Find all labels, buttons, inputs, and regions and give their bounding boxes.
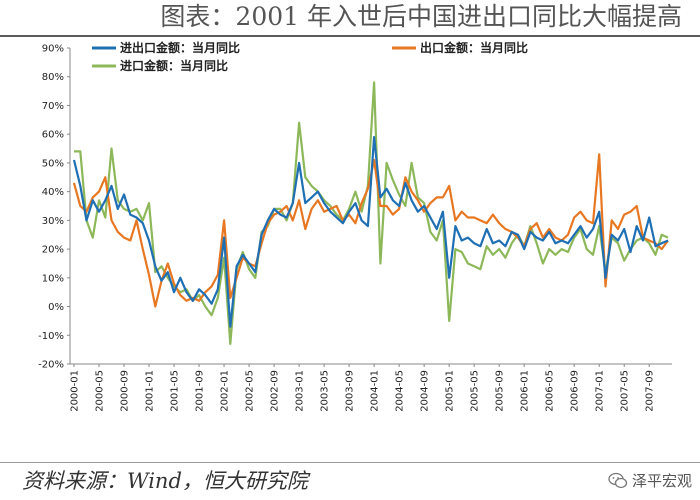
x-tick-label: 2003-01	[295, 370, 306, 412]
y-tick-label: 10%	[42, 273, 64, 284]
x-tick-label: 2005-05	[470, 370, 481, 412]
y-tick-label: 90%	[42, 44, 64, 55]
y-tick-label: 50%	[42, 158, 64, 169]
y-tick-label: 60%	[42, 130, 64, 141]
y-tick-label: 80%	[42, 72, 64, 83]
x-tick-label: 2004-05	[395, 370, 406, 412]
x-tick-label: 2004-09	[420, 370, 431, 412]
y-tick-label: 70%	[42, 101, 64, 112]
chart-title: 图表：2001 年入世后中国进出口同比大幅提高	[160, 2, 682, 31]
x-tick-label: 2006-09	[570, 370, 581, 412]
watermark: 泽平宏观	[608, 470, 692, 491]
legend-label-export: 出口金额：当月同比	[420, 40, 528, 55]
series-line-import	[74, 81, 669, 345]
y-tick-label: -20%	[38, 360, 64, 371]
title-rule	[0, 35, 700, 37]
legend-label-import: 进口金额：当月同比	[120, 58, 228, 73]
x-tick-label: 2005-09	[495, 370, 506, 412]
x-tick-label: 2002-01	[220, 370, 231, 412]
x-tick-label: 2001-09	[195, 370, 206, 412]
legend-label-total: 进出口金额：当月同比	[120, 40, 240, 55]
x-tick-label: 2001-01	[145, 370, 156, 412]
watermark-text: 泽平宏观	[631, 472, 692, 490]
x-tick-label: 2006-05	[545, 370, 556, 412]
x-tick-label: 2004-01	[370, 370, 381, 412]
x-tick-label: 2007-01	[595, 370, 606, 412]
x-tick-label: 2001-05	[170, 370, 181, 412]
y-tick-label: 20%	[42, 245, 64, 256]
y-tick-label: 30%	[42, 216, 64, 227]
x-tick-label: 2007-05	[620, 370, 631, 412]
y-tick-label: 0%	[48, 302, 64, 313]
footer-rule	[0, 462, 700, 463]
x-tick-label: 2000-01	[70, 370, 81, 412]
x-tick-label: 2000-05	[95, 370, 106, 412]
series-lines	[72, 81, 669, 345]
y-tick-label: 40%	[42, 187, 64, 198]
axes: -20% -10% 0% 10% 20% 30% 40% 50% 60% 70% 80% 90% 200…	[38, 44, 672, 412]
y-tick-label: -10%	[38, 331, 64, 342]
source-note: 资料来源：Wind，恒大研究院	[22, 469, 308, 493]
x-tick-label: 2003-05	[320, 370, 331, 412]
x-tick-label: 2002-09	[270, 370, 281, 412]
x-tick-label: 2006-01	[520, 370, 531, 412]
wechat-icon	[608, 472, 628, 488]
x-tick-label: 2007-09	[645, 370, 656, 412]
x-tick-label: 2002-05	[245, 370, 256, 412]
series-line-total	[72, 135, 669, 328]
x-tick-label: 2000-09	[120, 370, 131, 412]
line-chart: -20% -10% 0% 10% 20% 30% 40% 50% 60% 70% 80% 90% 200…	[38, 40, 672, 412]
x-tick-label: 2003-09	[345, 370, 356, 412]
x-tick-label: 2005-01	[445, 370, 456, 412]
